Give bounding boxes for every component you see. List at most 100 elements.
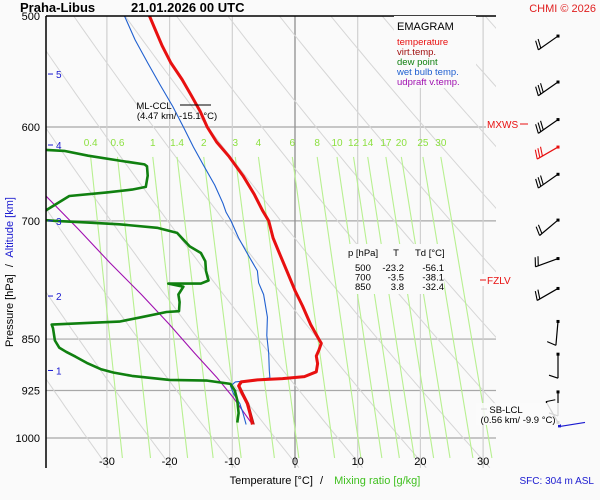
table-cell-td: -56.1: [422, 263, 444, 274]
barb-feather: [537, 84, 542, 95]
dry-adiabat-line: [278, 16, 496, 273]
barb-staff: [555, 321, 559, 346]
barb-feather: [540, 175, 544, 185]
mixing-ratio-line: [234, 156, 275, 459]
dry-adiabat-line: [46, 291, 173, 468]
temperature-tick-label: -20: [162, 456, 178, 468]
temperature-tick-label: -30: [99, 456, 115, 468]
xlabel-sep: /: [320, 475, 324, 487]
grid: [46, 16, 496, 468]
mixing-ratio-line: [152, 156, 189, 459]
altitude-tick-label: 2: [56, 292, 62, 303]
wind-barb: [535, 218, 560, 236]
barb-station: [556, 80, 560, 84]
barb-feather: [540, 120, 544, 131]
barb-station: [556, 145, 560, 149]
barb-staff: [536, 146, 559, 160]
altitude-tick-label: 5: [56, 70, 62, 81]
barb-feather: [535, 40, 539, 50]
sounding-table: p [hPa] T Td [°C] 500 -23.2 -56.1 700 -3.5 -3…: [344, 244, 445, 294]
fzlv-annotation: FZLV: [480, 274, 524, 287]
dry-adiabat-line: [46, 378, 109, 468]
ylabel-pressure: Pressure [hPa]: [4, 274, 16, 347]
wind-barb: [548, 352, 560, 379]
dry-adiabat-line: [330, 16, 496, 209]
fzlv-label: FZLV: [487, 276, 511, 287]
barb-staff: [536, 287, 559, 301]
xlabel-mixing: Mixing ratio [g/kg]: [334, 475, 420, 487]
dry-adiabat-line: [73, 16, 427, 468]
wind-barb: [534, 145, 560, 160]
barb-feather: [537, 38, 542, 49]
barb-staff: [537, 81, 559, 97]
barb-station: [556, 390, 560, 394]
barb-feather: [539, 146, 543, 157]
barb-station: [556, 172, 560, 176]
temperature-ticks: -30 -20 -10 0 10 20 30: [99, 456, 489, 468]
mixing-ratio-line: [90, 156, 123, 459]
barb-feather: [545, 399, 556, 403]
pressure-tick-label: 700: [22, 216, 40, 228]
copyright: CHMI © 2026: [529, 3, 596, 15]
mixing-ratio-label: 10: [331, 138, 343, 149]
mixing-ratio-line: [257, 156, 300, 459]
mixing-ratio-line: [336, 156, 383, 459]
mixing-ratio-label: 8: [314, 138, 320, 149]
barb-feather: [534, 291, 538, 301]
table-cell-p: 700: [355, 273, 371, 284]
mixing-ratio-label: 30: [435, 138, 447, 149]
mixing-ratio-labels: 0.4 0.6 1 1.4 2 3 4 6 8 10 12 14 17 20 25 30: [84, 138, 447, 149]
ml-ccl-label: ML-CCL: [136, 101, 171, 112]
barb-staff: [535, 257, 559, 268]
barb-station: [556, 34, 560, 38]
wind-barb: [535, 118, 560, 134]
temperature-tick-label: -10: [224, 456, 240, 468]
mixing-ratio-label: 3: [232, 138, 238, 149]
mixing-ratio-lines: [90, 156, 493, 459]
pressure-tick-label: 1000: [16, 433, 40, 445]
legend-item: temperature: [397, 37, 448, 48]
legend-item: udpraft v.temp.: [397, 77, 460, 88]
mixing-ratio-label: 25: [417, 138, 429, 149]
table-cell-t: -23.2: [382, 263, 404, 274]
barb-station: [556, 352, 560, 356]
series-udpraft-v-temp: [46, 195, 252, 423]
mixing-ratio-line: [385, 156, 435, 459]
wind-barbs: [534, 34, 586, 428]
barb-feather: [535, 178, 539, 189]
ylabel-altitude: Altitude [km]: [4, 197, 16, 258]
sb-lcl-label: SB-LCL: [489, 405, 522, 416]
wind-barb: [535, 80, 560, 97]
barb-station: [556, 286, 560, 290]
table-header-td: Td [°C]: [415, 248, 445, 259]
mxws-annotation: MXWS: [486, 118, 528, 132]
wind-barb: [535, 34, 560, 51]
mixing-ratio-label: 20: [396, 138, 408, 149]
temperature-tick-label: 20: [414, 456, 426, 468]
mixing-ratio-line: [367, 156, 415, 459]
mixing-ratio-label: 1.4: [170, 138, 184, 149]
barb-feather: [534, 149, 538, 160]
table-cell-td: -32.4: [422, 282, 444, 293]
altitude-tick-label: 4: [56, 141, 62, 152]
barb-feather: [537, 224, 543, 234]
wind-barb: [546, 319, 560, 346]
ml-ccl-detail: (4.47 km/ -15.1 °C): [137, 111, 217, 122]
barb-station: [556, 218, 560, 222]
mixing-ratio-label: 1: [150, 138, 156, 149]
barb-staff: [537, 173, 559, 189]
mixing-ratio-line: [352, 156, 400, 459]
pressure-tick-label: 500: [22, 11, 40, 23]
mixing-ratio-line: [203, 156, 242, 459]
station-title: Praha-Libus: [20, 0, 95, 15]
barb-feather: [535, 226, 541, 236]
mixing-ratio-line: [291, 156, 336, 459]
barb-feather: [537, 148, 541, 158]
mixing-ratio-line: [116, 156, 152, 459]
wind-barb: [534, 286, 560, 301]
barb-station: [556, 319, 560, 323]
xlabel-temperature: Temperature [°C]: [230, 475, 313, 487]
mixing-ratio-label: 14: [362, 138, 374, 149]
temperature-tick-label: 0: [292, 456, 298, 468]
